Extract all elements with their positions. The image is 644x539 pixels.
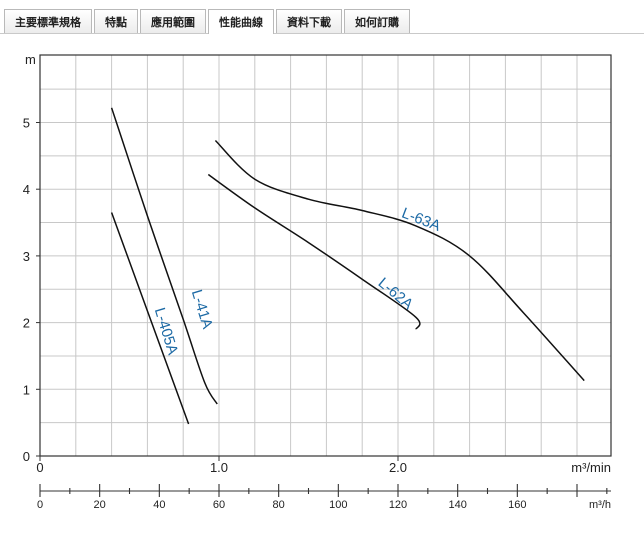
secondary-tick-label: 140 [448,499,466,511]
performance-chart-svg: 0 1 2 3 4 5 0 1.0 2.0 m m³/min 0 20 40 60 80 100 120 1… [23,52,612,511]
tab-features[interactable]: 特點 [94,9,138,33]
secondary-x-axis: 0 20 40 60 80 100 120 140 160 [37,484,611,511]
y-axis-label: m [25,52,36,67]
curve-label-l-62a: L-62A [375,274,417,313]
x-tick-label: 1.0 [210,460,228,475]
secondary-x-axis-label: m³/h [589,499,611,511]
secondary-tick-label: 20 [94,499,106,511]
tab-downloads[interactable]: 資料下載 [276,9,342,33]
y-tick-label: 1 [23,382,30,397]
curve-l-62a [207,173,421,330]
curve-l-41a [110,107,218,405]
tab-main-specs[interactable]: 主要標準規格 [4,9,92,33]
x-tick-label: 2.0 [389,460,407,475]
secondary-tick-label: 40 [153,499,165,511]
y-tick-label: 3 [23,249,30,264]
y-tick-label: 0 [23,449,30,464]
tab-applications[interactable]: 應用範圍 [140,9,206,33]
x-tick-label: 0 [36,460,43,475]
secondary-tick-label: 160 [508,499,526,511]
chart-grid [40,55,611,456]
secondary-tick-label: 80 [273,499,285,511]
y-tick-label: 2 [23,316,30,331]
secondary-tick-label: 60 [213,499,225,511]
x-axis-label: m³/min [571,460,611,475]
curve-l-405a [110,212,190,425]
secondary-tick-label: 0 [37,499,43,511]
tab-how-to-order[interactable]: 如何訂購 [344,9,410,33]
y-axis-ticks: 0 1 2 3 4 5 [23,116,40,464]
secondary-tick-label: 120 [389,499,407,511]
y-tick-label: 4 [23,182,30,197]
x-axis-ticks: 0 1.0 2.0 [36,456,407,475]
curve-label-l-41a: L-41A [188,288,216,331]
tab-list: 主要標準規格 特點 應用範圍 性能曲線 資料下載 如何訂購 [4,9,412,34]
tab-performance-curve[interactable]: 性能曲線 [208,9,274,34]
secondary-tick-label: 100 [329,499,347,511]
tab-bar: 主要標準規格 特點 應用範圍 性能曲線 資料下載 如何訂購 [0,0,644,34]
curve-l-63a [214,139,585,382]
curve-label-l-63a: L-63A [399,205,442,235]
y-tick-label: 5 [23,116,30,131]
performance-chart: 0 1 2 3 4 5 0 1.0 2.0 m m³/min 0 20 40 60 80 100 120 1… [0,36,644,534]
